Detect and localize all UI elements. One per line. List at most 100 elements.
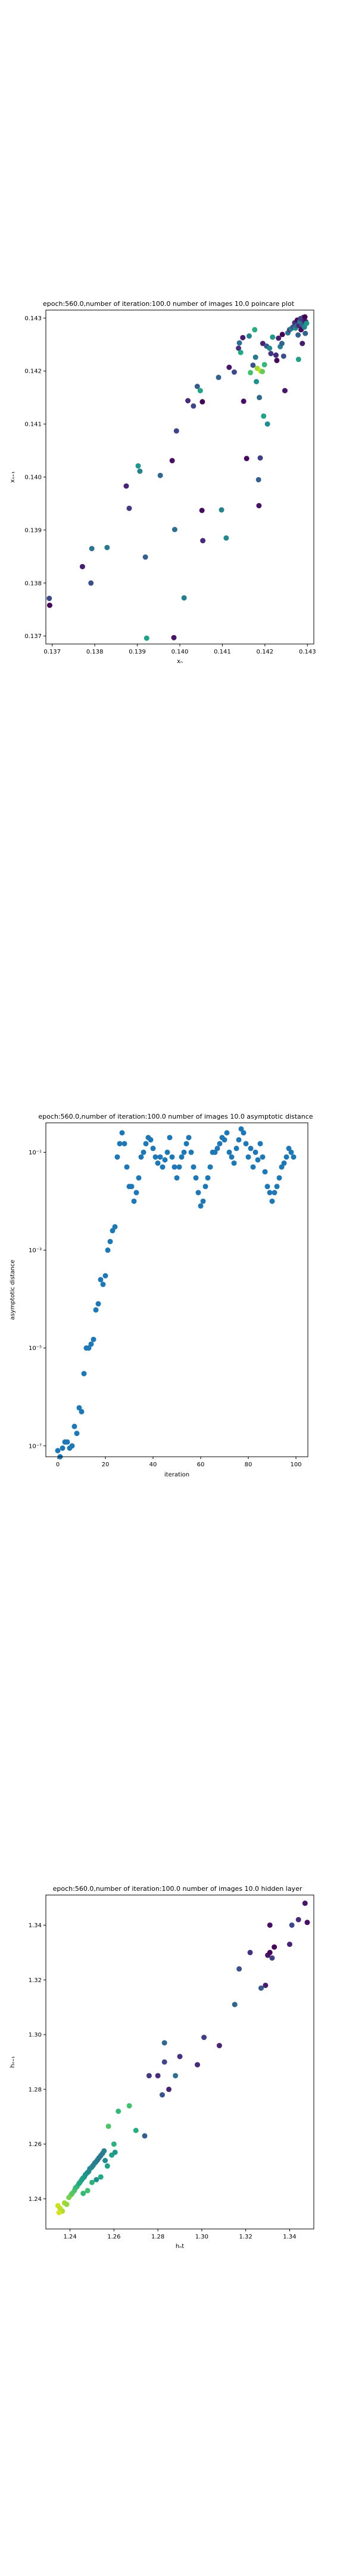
data-point [262, 1169, 268, 1175]
hidden-layer-axes-frame [45, 1894, 314, 2230]
data-point [212, 1149, 218, 1155]
poincare-plot-ticks: 0.137 0.138 0.139 0.140 0.141 0.142 0.143 0.137… [24, 315, 316, 655]
y-tick-label: 1.24 [29, 2196, 42, 2203]
data-point [245, 1154, 251, 1160]
x-tick-label: 20 [102, 1462, 110, 1468]
data-point [260, 340, 266, 346]
data-point [46, 602, 52, 608]
data-point [142, 554, 148, 560]
data-point [219, 507, 224, 513]
data-point [142, 2133, 148, 2139]
data-point [250, 1164, 256, 1170]
data-point [56, 2209, 62, 2215]
data-point [238, 349, 244, 355]
asymptotic-distance-ylabel: asymptotic distance [10, 1259, 16, 1320]
data-point [76, 1405, 82, 1411]
x-tick-label: 1.34 [283, 2234, 296, 2240]
data-point [129, 1184, 135, 1190]
data-point [276, 335, 282, 341]
data-point [247, 1949, 253, 1955]
data-point [252, 354, 258, 360]
data-point [267, 1949, 273, 1955]
data-point [252, 327, 258, 333]
data-point [304, 320, 310, 326]
data-point [201, 2035, 207, 2041]
y-tick-label: 0.142 [24, 369, 42, 375]
data-point [116, 2109, 121, 2114]
asymptotic-distance-points [55, 1126, 297, 1460]
x-tick-label: 1.26 [107, 2234, 120, 2240]
data-point [195, 2062, 201, 2068]
data-point [101, 2148, 107, 2154]
data-point [119, 1130, 125, 1136]
data-point [254, 379, 260, 385]
data-point [267, 345, 273, 351]
data-point [79, 564, 85, 569]
data-point [304, 1919, 310, 1925]
data-point [141, 1149, 146, 1155]
data-point [232, 2002, 238, 2008]
data-point [295, 357, 301, 363]
data-point [105, 2123, 111, 2129]
data-point [91, 1336, 96, 1342]
data-point [79, 1408, 85, 1414]
data-point [173, 428, 179, 434]
data-point [261, 413, 267, 419]
hidden-layer-ticks: 1.24 1.26 1.28 1.30 1.32 1.34 1.24 1.26 1.28 1.30… [29, 1922, 297, 2240]
data-point [169, 457, 175, 463]
data-point [289, 1922, 295, 1928]
data-point [260, 369, 266, 374]
x-tick-label: 1.28 [151, 2234, 164, 2240]
y-tick-label: 1.32 [29, 1977, 42, 1984]
data-point [226, 364, 232, 370]
data-point [157, 472, 163, 478]
data-point [258, 1985, 264, 1991]
data-point [233, 1145, 239, 1151]
data-point [69, 1443, 75, 1449]
data-point [46, 596, 52, 602]
asymptotic-distance-xlabel: iteration [164, 1472, 189, 1478]
data-point [71, 1423, 77, 1429]
data-point [112, 1224, 118, 1230]
data-point [185, 398, 191, 404]
data-point [112, 2149, 118, 2155]
data-point [146, 2073, 152, 2079]
x-tick-label: 1.32 [239, 2234, 252, 2240]
data-point [85, 2188, 91, 2194]
data-point [257, 1141, 263, 1147]
y-tick-label: 10⁻⁵ [29, 1345, 42, 1352]
x-tick-label: 0.139 [129, 649, 146, 655]
data-point [143, 1141, 149, 1147]
data-point [231, 369, 237, 375]
data-point [240, 335, 246, 340]
data-point [174, 1175, 180, 1181]
data-point [159, 2092, 165, 2098]
data-point [181, 1149, 187, 1155]
data-point [269, 1198, 275, 1204]
data-point [123, 483, 129, 489]
data-point [274, 1184, 280, 1190]
data-point [282, 388, 288, 394]
data-point [169, 1154, 175, 1160]
data-point [117, 1141, 123, 1147]
poincare-plot-axes-frame [45, 309, 314, 645]
data-point [60, 1445, 66, 1451]
y-tick-label: 0.139 [24, 527, 42, 534]
x-tick-label: 60 [197, 1462, 205, 1468]
data-point [155, 2073, 161, 2079]
data-point [188, 1149, 194, 1155]
data-point [257, 395, 263, 401]
data-point [191, 1164, 197, 1170]
x-tick-label: 0.140 [172, 649, 189, 655]
data-point [179, 1154, 185, 1160]
data-point [104, 2163, 110, 2169]
data-point [300, 340, 305, 346]
x-tick-label: 0.138 [86, 649, 104, 655]
hidden-layer-chart: epoch:560.0,number of iteration:100.0 nu… [10, 1885, 314, 2250]
data-point [236, 345, 242, 351]
hidden-layer-title: epoch:560.0,number of iteration:100.0 nu… [53, 1885, 303, 1893]
data-point [124, 1164, 130, 1170]
data-point [224, 1130, 230, 1136]
data-point [244, 456, 250, 462]
